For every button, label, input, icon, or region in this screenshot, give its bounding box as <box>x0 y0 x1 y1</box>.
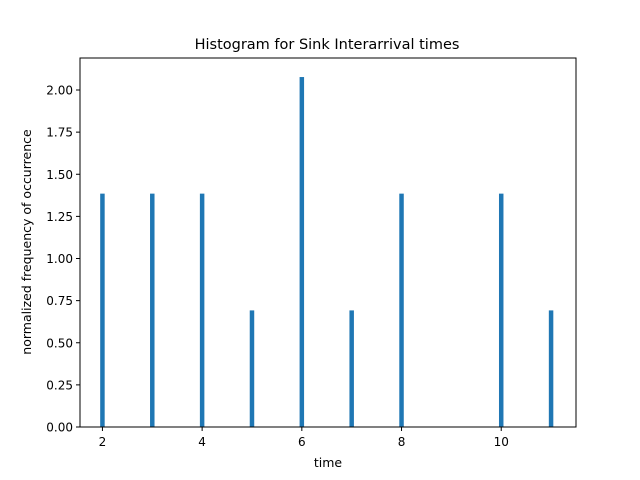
bar-10 <box>498 193 504 427</box>
bar-3 <box>150 193 155 427</box>
y-tick-label: 1.25 <box>46 210 73 224</box>
y-axis-label: normalized frequency of occurrence <box>19 129 34 355</box>
y-tick-label: 0.75 <box>46 294 73 308</box>
y-tick-label: 0.25 <box>46 378 73 392</box>
bar-2 <box>100 193 105 427</box>
x-tick-label: 8 <box>398 435 406 449</box>
y-tick-label: 0.50 <box>46 336 73 350</box>
x-tick-label: 6 <box>298 435 306 449</box>
y-tick-label: 1.50 <box>46 168 73 182</box>
y-tick-label: 1.00 <box>46 252 73 266</box>
bar-4 <box>199 193 205 427</box>
x-axis-label: time <box>314 455 343 470</box>
bar-6 <box>299 77 305 427</box>
bar-8 <box>399 193 404 427</box>
bar-7 <box>349 310 354 427</box>
x-axis-ticks: 2 4 6 8 10 <box>99 427 509 449</box>
y-tick-label: 0.00 <box>46 421 73 435</box>
x-tick-label: 4 <box>198 435 206 449</box>
y-tick-label: 1.75 <box>46 126 73 140</box>
bars-group <box>100 77 554 427</box>
y-axis-ticks: 0.00 0.25 0.50 0.75 1.00 1.25 1.50 1.75 2.00 <box>46 84 80 435</box>
plot-frame <box>79 57 577 428</box>
x-tick-label: 2 <box>99 435 107 449</box>
bar-5 <box>249 310 255 427</box>
x-tick-label: 10 <box>494 435 509 449</box>
y-tick-label: 2.00 <box>46 84 73 98</box>
chart-title: Histogram for Sink Interarrival times <box>195 37 460 53</box>
bar-11 <box>548 310 554 427</box>
